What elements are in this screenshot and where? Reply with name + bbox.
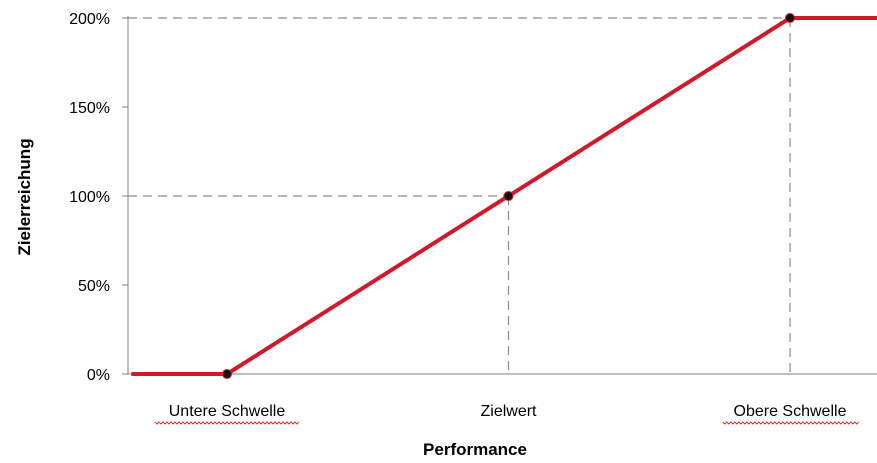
y-tick-label: 50% bbox=[78, 278, 110, 295]
y-tick-labels: 0% 50% 100% 150% 200% bbox=[69, 11, 110, 384]
y-tick-label: 100% bbox=[69, 189, 110, 206]
y-tick-label: 0% bbox=[87, 367, 110, 384]
data-point-marker bbox=[503, 191, 514, 201]
x-tick-labels: Untere Schwelle Zielwert Obere Schwelle bbox=[154, 403, 860, 425]
x-tick-label: Zielwert bbox=[480, 403, 537, 420]
data-point-marker bbox=[785, 13, 795, 23]
x-axis-title: Performance bbox=[423, 440, 527, 459]
y-tick-label: 200% bbox=[69, 11, 110, 28]
axes bbox=[122, 16, 877, 375]
y-axis-title: Zielerreichung bbox=[15, 138, 34, 255]
marker-layer bbox=[222, 13, 795, 379]
spellcheck-underline bbox=[154, 421, 300, 425]
y-tick-label: 150% bbox=[69, 100, 110, 117]
reference-lines bbox=[128, 17, 791, 374]
x-tick-label: Obere Schwelle bbox=[734, 403, 847, 420]
data-point-marker bbox=[222, 369, 232, 379]
spellcheck-underline bbox=[722, 421, 860, 425]
x-tick-label: Untere Schwelle bbox=[169, 403, 286, 420]
